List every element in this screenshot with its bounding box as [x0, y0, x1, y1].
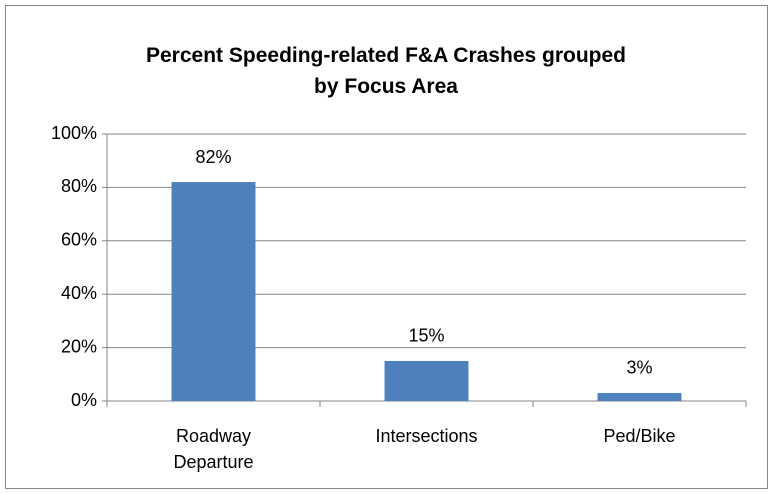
x-tick-label: Intersections	[375, 426, 478, 446]
value-label: 15%	[408, 326, 444, 346]
value-label: 3%	[626, 358, 652, 378]
x-tick-label: Roadway Departure	[173, 426, 254, 472]
value-label: 82%	[195, 147, 231, 167]
chart-title: Percent Speeding-related F&A Crashes gro…	[146, 44, 626, 98]
chart-border	[5, 5, 768, 489]
y-tick-label: 80%	[61, 176, 97, 196]
bar	[597, 392, 682, 401]
y-tick-label: 0%	[71, 390, 97, 410]
y-tick-label: 60%	[61, 230, 97, 250]
y-tick-label: 20%	[61, 336, 97, 356]
bar	[171, 182, 256, 401]
bar	[384, 360, 469, 401]
y-tick-label: 100%	[51, 123, 97, 143]
y-tick-label: 40%	[61, 283, 97, 303]
x-tick-label: Ped/Bike	[603, 426, 676, 446]
